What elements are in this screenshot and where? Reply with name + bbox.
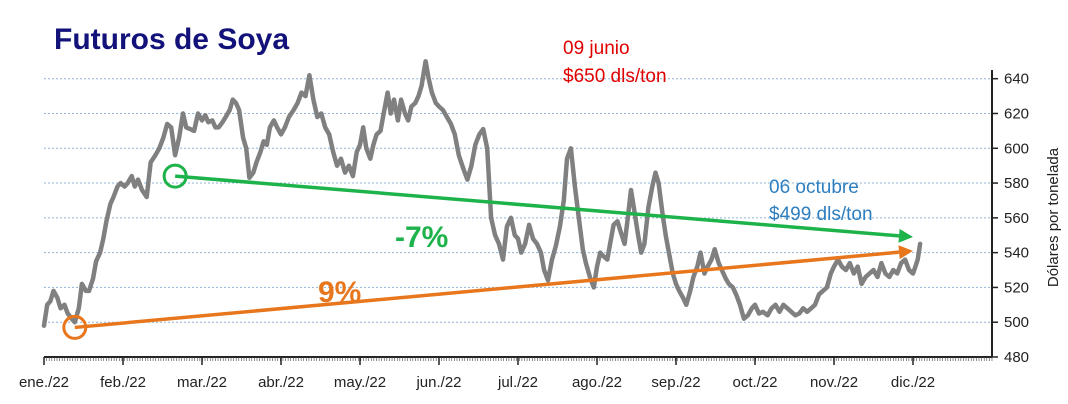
x-tick-label: ago./22 [572, 374, 622, 391]
x-tick-label: mar./22 [177, 374, 227, 391]
y-axis-label: Dólares por tonelada [1045, 147, 1062, 287]
trend-layer [62, 163, 913, 340]
low-price-annotation: $499 dls/ton [769, 204, 873, 225]
y-tick-label: 500 [1004, 314, 1029, 331]
x-tick-label: jul./22 [497, 374, 538, 391]
trend-arrowhead [898, 228, 913, 243]
trend-start-marker [162, 163, 188, 189]
y-tick-label: 520 [1004, 279, 1029, 296]
peak-date-annotation: 09 junio [563, 38, 630, 59]
trend-label-down: -7% [395, 221, 448, 254]
x-tick-label: abr./22 [258, 374, 304, 391]
trend-arrowhead [898, 245, 913, 260]
y-tick-label: 580 [1004, 175, 1029, 192]
peak-price-annotation: $650 dls/ton [563, 66, 667, 87]
low-date-annotation: 06 octubre [769, 177, 859, 198]
x-tick-label: jun./22 [415, 374, 461, 391]
y-tick-label: 620 [1004, 105, 1029, 122]
chart-title: Futuros de Soya [54, 23, 289, 56]
y-tick-label: 560 [1004, 210, 1029, 227]
x-tick-label: ene./22 [19, 374, 69, 391]
price-series-line [41, 59, 923, 328]
x-tick-label: may./22 [334, 374, 386, 391]
x-axis: ene./22 feb./22 mar./22 abr./22 may./22 jun./… [19, 356, 993, 391]
y-tick-label: 480 [1004, 349, 1029, 366]
trend-line [174, 174, 900, 238]
x-tick-label: oct./22 [732, 374, 777, 391]
y-tick-label: 540 [1004, 245, 1029, 262]
y-tick-label: 640 [1004, 71, 1029, 88]
trend-label-up: 9% [318, 276, 361, 309]
x-tick-label: nov./22 [810, 374, 858, 391]
series-layer [41, 59, 923, 328]
x-tick-label: feb./22 [100, 374, 146, 391]
trend-line [74, 250, 900, 330]
y-tick-label: 600 [1004, 140, 1029, 157]
y-axis: 480 500 520 540 560 580 600 620 640 [991, 70, 1029, 366]
x-tick-label: sep./22 [651, 374, 700, 391]
x-tick-label: dic./22 [891, 374, 935, 391]
trend-start-marker [62, 314, 88, 340]
